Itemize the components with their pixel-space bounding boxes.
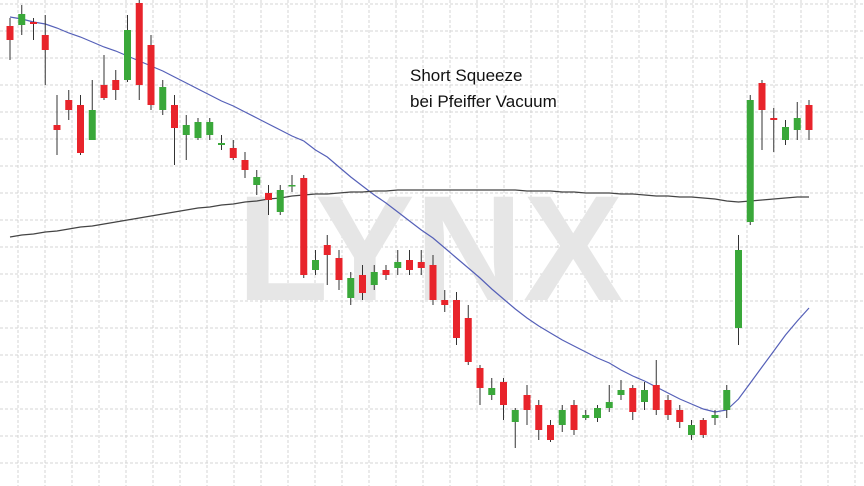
candle-body — [77, 105, 84, 153]
candle-body — [65, 100, 73, 110]
annotation: bei Pfeiffer Vacuum — [410, 92, 557, 111]
annotation: Short Squeeze — [410, 66, 522, 85]
candle-body — [370, 272, 378, 285]
candle-body — [194, 122, 202, 138]
candle-body — [135, 3, 143, 85]
candle-body — [18, 14, 26, 25]
candle-body — [265, 193, 272, 200]
candle-body — [523, 395, 531, 410]
candle-body — [735, 250, 742, 328]
candle-body — [570, 405, 578, 430]
candle-body — [159, 87, 167, 110]
candle-body — [182, 125, 190, 135]
candle-body — [746, 100, 754, 222]
candle-body — [793, 118, 801, 130]
candle-body — [359, 275, 366, 293]
candle-body — [511, 410, 519, 422]
candle-body — [241, 160, 249, 170]
candle-body — [429, 265, 437, 300]
candle-body — [476, 368, 484, 388]
candle-body — [171, 105, 178, 128]
candle-body — [699, 420, 707, 435]
candle-body — [547, 425, 554, 440]
candle-body — [464, 318, 472, 362]
candle-body — [688, 425, 695, 435]
candle-body — [641, 390, 648, 402]
candle-body — [629, 388, 637, 412]
candle-body — [394, 262, 402, 268]
candle-body — [300, 178, 308, 275]
candle-body — [100, 85, 108, 98]
candle-body — [723, 390, 731, 410]
candle-body — [805, 105, 813, 130]
candle-body — [206, 122, 214, 135]
candle-body — [347, 278, 355, 298]
candle-body — [500, 382, 507, 405]
candle-body — [758, 83, 766, 110]
candle-body — [382, 270, 390, 275]
candle-body — [770, 118, 778, 120]
candle-body — [6, 26, 14, 40]
candle-body — [218, 143, 225, 145]
moving-average-line — [9, 189, 809, 238]
candle-body — [417, 262, 425, 268]
candle-body — [558, 410, 566, 425]
candle-body — [323, 245, 331, 255]
candle-body — [605, 402, 613, 408]
candle-body — [229, 148, 237, 158]
candle-body — [147, 45, 155, 105]
candle-body — [441, 300, 449, 305]
candle-body — [253, 177, 261, 185]
candle-body — [664, 400, 672, 415]
candle-body — [582, 415, 590, 418]
candle-body — [276, 190, 284, 212]
candle-body — [53, 125, 61, 130]
candle-body — [406, 260, 413, 270]
candle-body — [676, 410, 684, 422]
candle-body — [288, 185, 296, 187]
candle-body — [782, 127, 789, 140]
candle-body — [488, 388, 496, 395]
candle-body — [112, 80, 120, 90]
candle-body — [594, 408, 601, 418]
candle-body — [617, 390, 625, 395]
candle-body — [312, 260, 319, 270]
plot-area — [6, 0, 813, 448]
candle-body — [88, 110, 96, 140]
candle-body — [124, 30, 131, 80]
candle-body — [41, 35, 49, 50]
moving-average-line — [9, 16, 810, 413]
candle-body — [535, 405, 543, 430]
watermark: LYNX — [237, 164, 623, 332]
candle-body — [30, 22, 37, 24]
candle-body — [711, 415, 719, 418]
candle-body — [453, 300, 460, 338]
candle-body — [652, 385, 660, 410]
candle-body — [335, 258, 343, 280]
